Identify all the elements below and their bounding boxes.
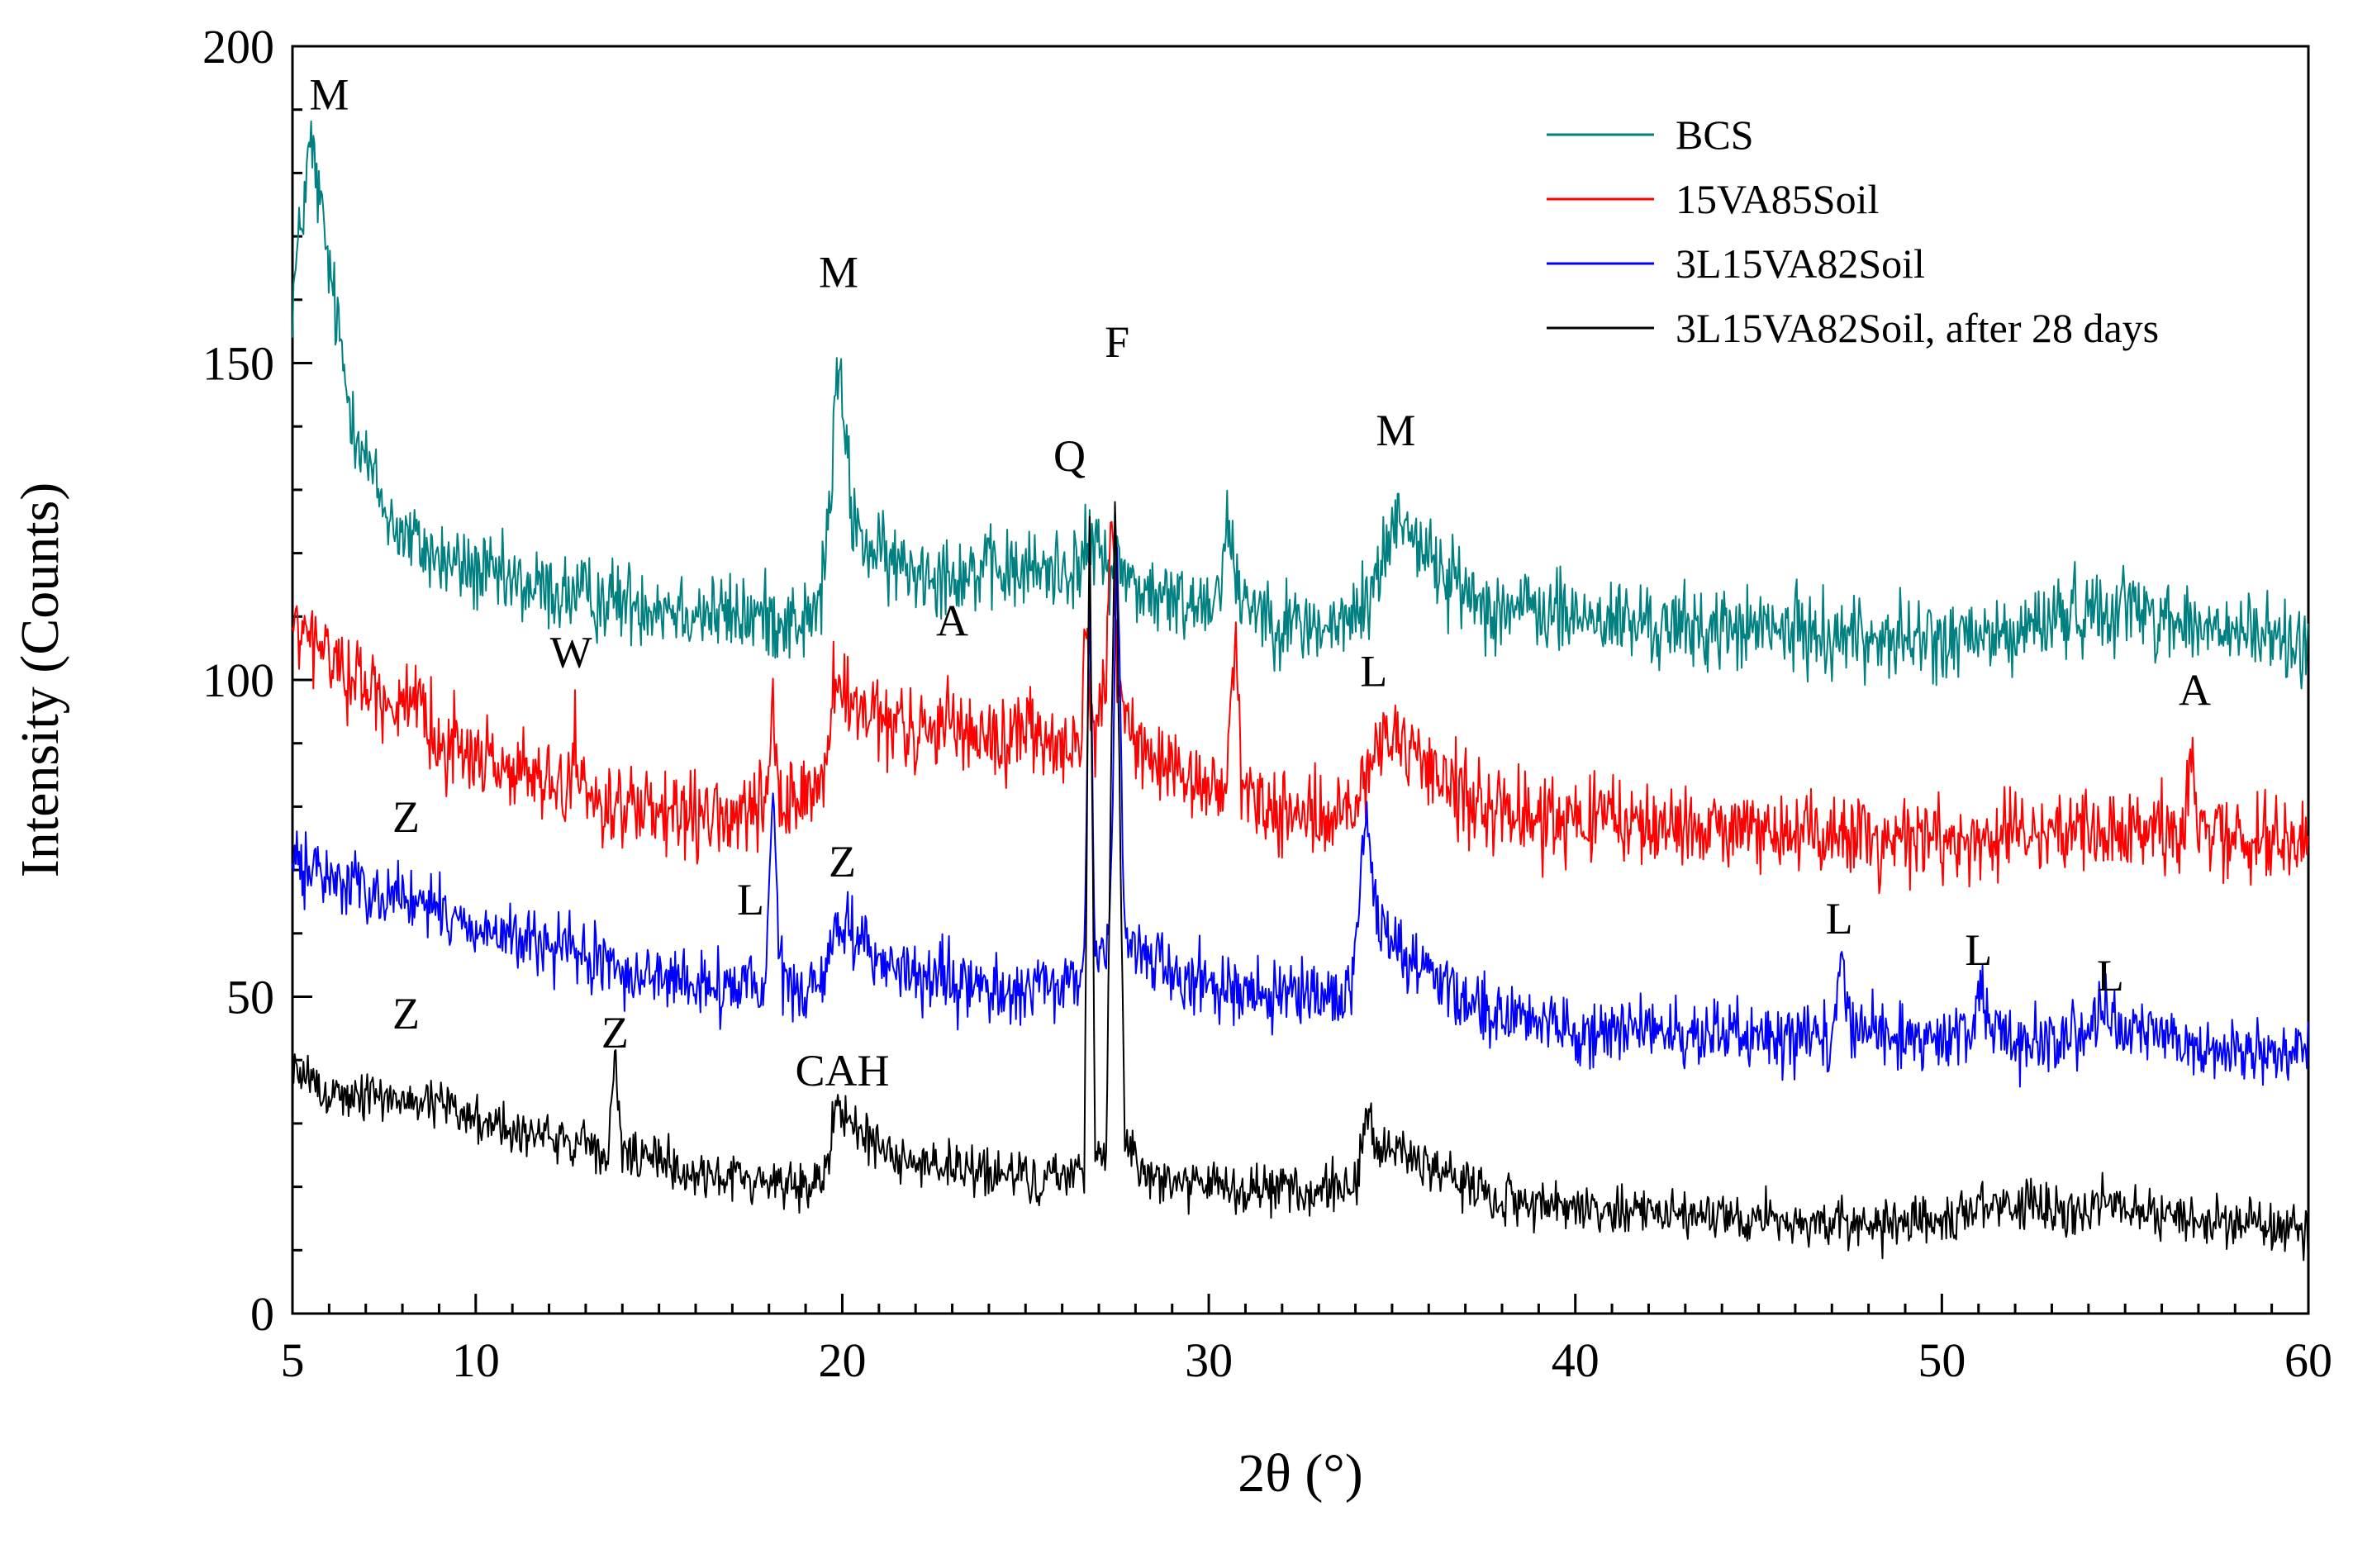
peak-label: CAH xyxy=(795,1046,889,1095)
y-tick-label: 100 xyxy=(202,653,274,707)
x-tick-label: 60 xyxy=(2284,1333,2332,1387)
peak-label: A xyxy=(2179,666,2211,715)
x-tick-label: 10 xyxy=(452,1333,500,1387)
peak-label: L xyxy=(1826,894,1853,943)
peak-label: A xyxy=(936,596,968,645)
peak-label: L xyxy=(1360,647,1387,696)
x-tick-label: 30 xyxy=(1185,1333,1233,1387)
series-line-3 xyxy=(292,501,2309,1262)
x-tick-label: 40 xyxy=(1552,1333,1600,1387)
peak-label: M xyxy=(819,247,858,297)
x-tick-label: 5 xyxy=(281,1333,305,1387)
peak-label: W xyxy=(550,628,592,677)
legend-label: 3L15VA82Soil, after 28 days xyxy=(1676,305,2159,351)
legend-label: 15VA85Soil xyxy=(1676,176,1879,222)
y-axis-title: Intensity (Counts) xyxy=(10,482,70,877)
axis-ticks xyxy=(291,45,2310,1315)
peak-label: Z xyxy=(829,837,856,886)
y-tick-label: 150 xyxy=(202,337,274,391)
series-lines xyxy=(292,120,2309,1262)
peak-label: F xyxy=(1105,317,1129,367)
x-tick-label: 50 xyxy=(1918,1333,1966,1387)
legend: BCS 15VA85Soil 3L15VA82Soil 3L15VA82Soil, a… xyxy=(1547,112,2159,351)
peak-label: L xyxy=(2097,951,2124,1000)
y-tick-label: 0 xyxy=(250,1287,274,1341)
legend-label: BCS xyxy=(1676,112,1754,158)
peak-label: Q xyxy=(1053,431,1086,481)
series-line-0 xyxy=(292,120,2309,690)
peak-label: Z xyxy=(601,1008,629,1057)
peak-label: L xyxy=(1965,925,1992,975)
series-line-2 xyxy=(292,547,2309,1088)
peak-label: M xyxy=(309,70,349,120)
x-tick-labels: 5 10 20 30 40 50 60 xyxy=(281,1333,2333,1387)
legend-label: 3L15VA82Soil xyxy=(1676,240,1925,287)
y-tick-label: 50 xyxy=(226,971,274,1024)
x-tick-label: 20 xyxy=(818,1333,866,1387)
y-tick-labels: 0 50 100 150 200 xyxy=(202,20,274,1341)
series-line-1 xyxy=(292,520,2309,895)
x-axis-title: 2θ (°) xyxy=(1238,1443,1362,1504)
y-tick-label: 200 xyxy=(202,20,274,74)
plot-frame xyxy=(291,45,2310,1315)
peak-label: Z xyxy=(392,989,420,1038)
peak-label: M xyxy=(1376,406,1415,455)
peak-annotations: M M M W A Q F L A Z L Z L L L Z Z CAH xyxy=(309,70,2211,1095)
peak-label: Z xyxy=(392,792,420,842)
peak-label: L xyxy=(737,875,764,924)
